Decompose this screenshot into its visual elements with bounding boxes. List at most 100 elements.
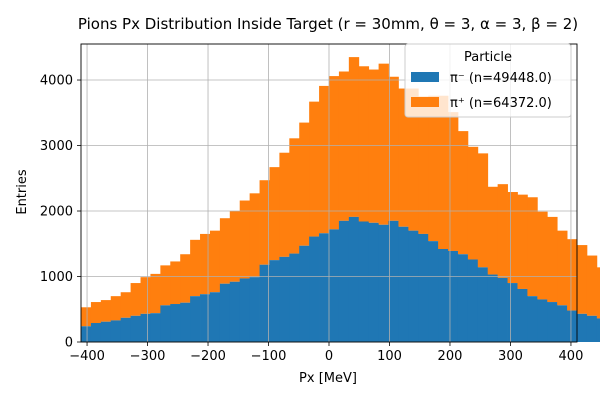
bar-pi-minus xyxy=(497,277,508,342)
bar-pi-minus xyxy=(596,318,600,342)
x-tick-label: 200 xyxy=(438,349,463,364)
bar-pi-plus xyxy=(358,66,370,222)
legend-box xyxy=(404,43,572,118)
x-tick-label: −300 xyxy=(130,349,166,364)
bar-pi-minus xyxy=(537,299,548,342)
bar-pi-minus xyxy=(428,241,439,342)
bar-pi-plus xyxy=(150,273,161,314)
bar-pi-plus xyxy=(487,186,499,275)
legend: Particle π⁻ (n=49448.0) π⁺ (n=64372.0) xyxy=(404,43,572,118)
x-tick-label: −200 xyxy=(190,349,226,364)
bar-pi-minus xyxy=(378,224,389,342)
histogram-bars xyxy=(81,57,600,342)
bar-pi-plus xyxy=(140,277,151,314)
bar-pi-plus xyxy=(348,57,360,217)
y-tick-label: 0 xyxy=(65,336,73,351)
bar-pi-plus xyxy=(398,88,409,227)
x-tick-label: 300 xyxy=(498,349,523,364)
bar-pi-minus xyxy=(338,220,350,342)
bar-pi-minus xyxy=(249,277,260,342)
bar-pi-plus xyxy=(338,71,350,221)
bar-pi-minus xyxy=(319,233,330,342)
x-axis-label: Px [MeV] xyxy=(299,371,357,386)
bar-pi-plus xyxy=(180,254,191,303)
bar-pi-minus xyxy=(279,256,290,342)
bar-pi-minus xyxy=(477,267,489,342)
bar-pi-plus xyxy=(329,76,340,230)
x-tick-label: −400 xyxy=(69,349,105,364)
bar-pi-plus xyxy=(477,153,489,268)
y-tick-label: 4000 xyxy=(40,74,73,89)
bar-pi-minus xyxy=(130,315,141,342)
x-tick-label: 100 xyxy=(377,349,402,364)
bar-pi-minus xyxy=(299,245,310,342)
bar-pi-minus xyxy=(547,302,558,342)
bar-pi-plus xyxy=(467,146,479,260)
bar-pi-minus xyxy=(190,296,201,342)
bar-pi-plus xyxy=(448,112,459,251)
bar-pi-minus xyxy=(487,274,499,342)
bar-pi-plus xyxy=(299,122,310,246)
bar-pi-plus xyxy=(120,292,131,318)
bar-pi-plus xyxy=(110,296,122,321)
bar-pi-plus xyxy=(457,131,469,255)
bar-pi-plus xyxy=(81,307,92,327)
legend-label-pi-minus: π⁻ (n=49448.0) xyxy=(450,71,552,86)
bar-pi-plus xyxy=(289,138,300,254)
bar-pi-minus xyxy=(170,304,181,342)
legend-swatch-pi-minus xyxy=(411,72,439,82)
bar-pi-plus xyxy=(527,197,538,297)
bar-pi-plus xyxy=(378,63,389,225)
bar-pi-plus xyxy=(517,194,528,289)
bar-pi-minus xyxy=(239,278,251,342)
legend-label-pi-plus: π⁺ (n=64372.0) xyxy=(450,96,552,111)
bar-pi-minus xyxy=(269,260,280,342)
bar-pi-plus xyxy=(279,152,290,257)
bar-pi-minus xyxy=(368,222,379,342)
bar-pi-minus xyxy=(438,248,449,342)
bar-pi-plus xyxy=(259,180,270,265)
bar-pi-minus xyxy=(229,281,241,342)
bar-pi-plus xyxy=(170,261,181,305)
bar-pi-plus xyxy=(130,283,141,316)
bar-pi-plus xyxy=(428,95,439,242)
bar-pi-minus xyxy=(140,313,151,342)
bar-pi-plus xyxy=(418,96,429,234)
bar-pi-plus xyxy=(497,184,508,278)
bar-pi-minus xyxy=(577,313,588,342)
bar-pi-plus xyxy=(547,216,558,303)
legend-title: Particle xyxy=(464,50,512,65)
bar-pi-minus xyxy=(348,216,360,342)
bar-pi-plus xyxy=(567,239,578,311)
bar-pi-plus xyxy=(229,211,241,282)
bar-pi-minus xyxy=(398,226,409,342)
bar-pi-plus xyxy=(200,233,211,295)
axis-ticks: −400 −300 −200 −100 0 100 200 300 40001000200030… xyxy=(40,74,583,364)
bar-pi-minus xyxy=(388,220,399,342)
bar-pi-minus xyxy=(90,323,102,342)
bar-pi-plus xyxy=(577,245,588,314)
bar-pi-plus xyxy=(269,167,280,261)
bar-pi-minus xyxy=(329,229,340,342)
bar-pi-plus xyxy=(249,193,260,278)
bar-pi-minus xyxy=(467,259,479,342)
bar-pi-plus xyxy=(368,69,379,223)
bar-pi-plus xyxy=(319,85,330,234)
bar-pi-minus xyxy=(586,315,598,342)
bar-pi-plus xyxy=(209,230,221,293)
bar-pi-minus xyxy=(200,294,211,342)
x-tick-label: 0 xyxy=(325,349,333,364)
bar-pi-minus xyxy=(259,264,270,342)
bar-pi-minus xyxy=(309,236,320,342)
bar-pi-minus xyxy=(180,302,191,342)
bar-pi-minus xyxy=(100,321,112,342)
bar-pi-plus xyxy=(90,302,102,324)
bar-pi-plus xyxy=(408,88,419,231)
y-axis-label: Entries xyxy=(15,169,30,215)
bar-pi-minus xyxy=(120,317,131,342)
bar-pi-minus xyxy=(448,250,459,342)
bar-pi-plus xyxy=(239,200,251,279)
bar-pi-minus xyxy=(219,283,231,342)
bar-pi-minus xyxy=(81,326,92,342)
